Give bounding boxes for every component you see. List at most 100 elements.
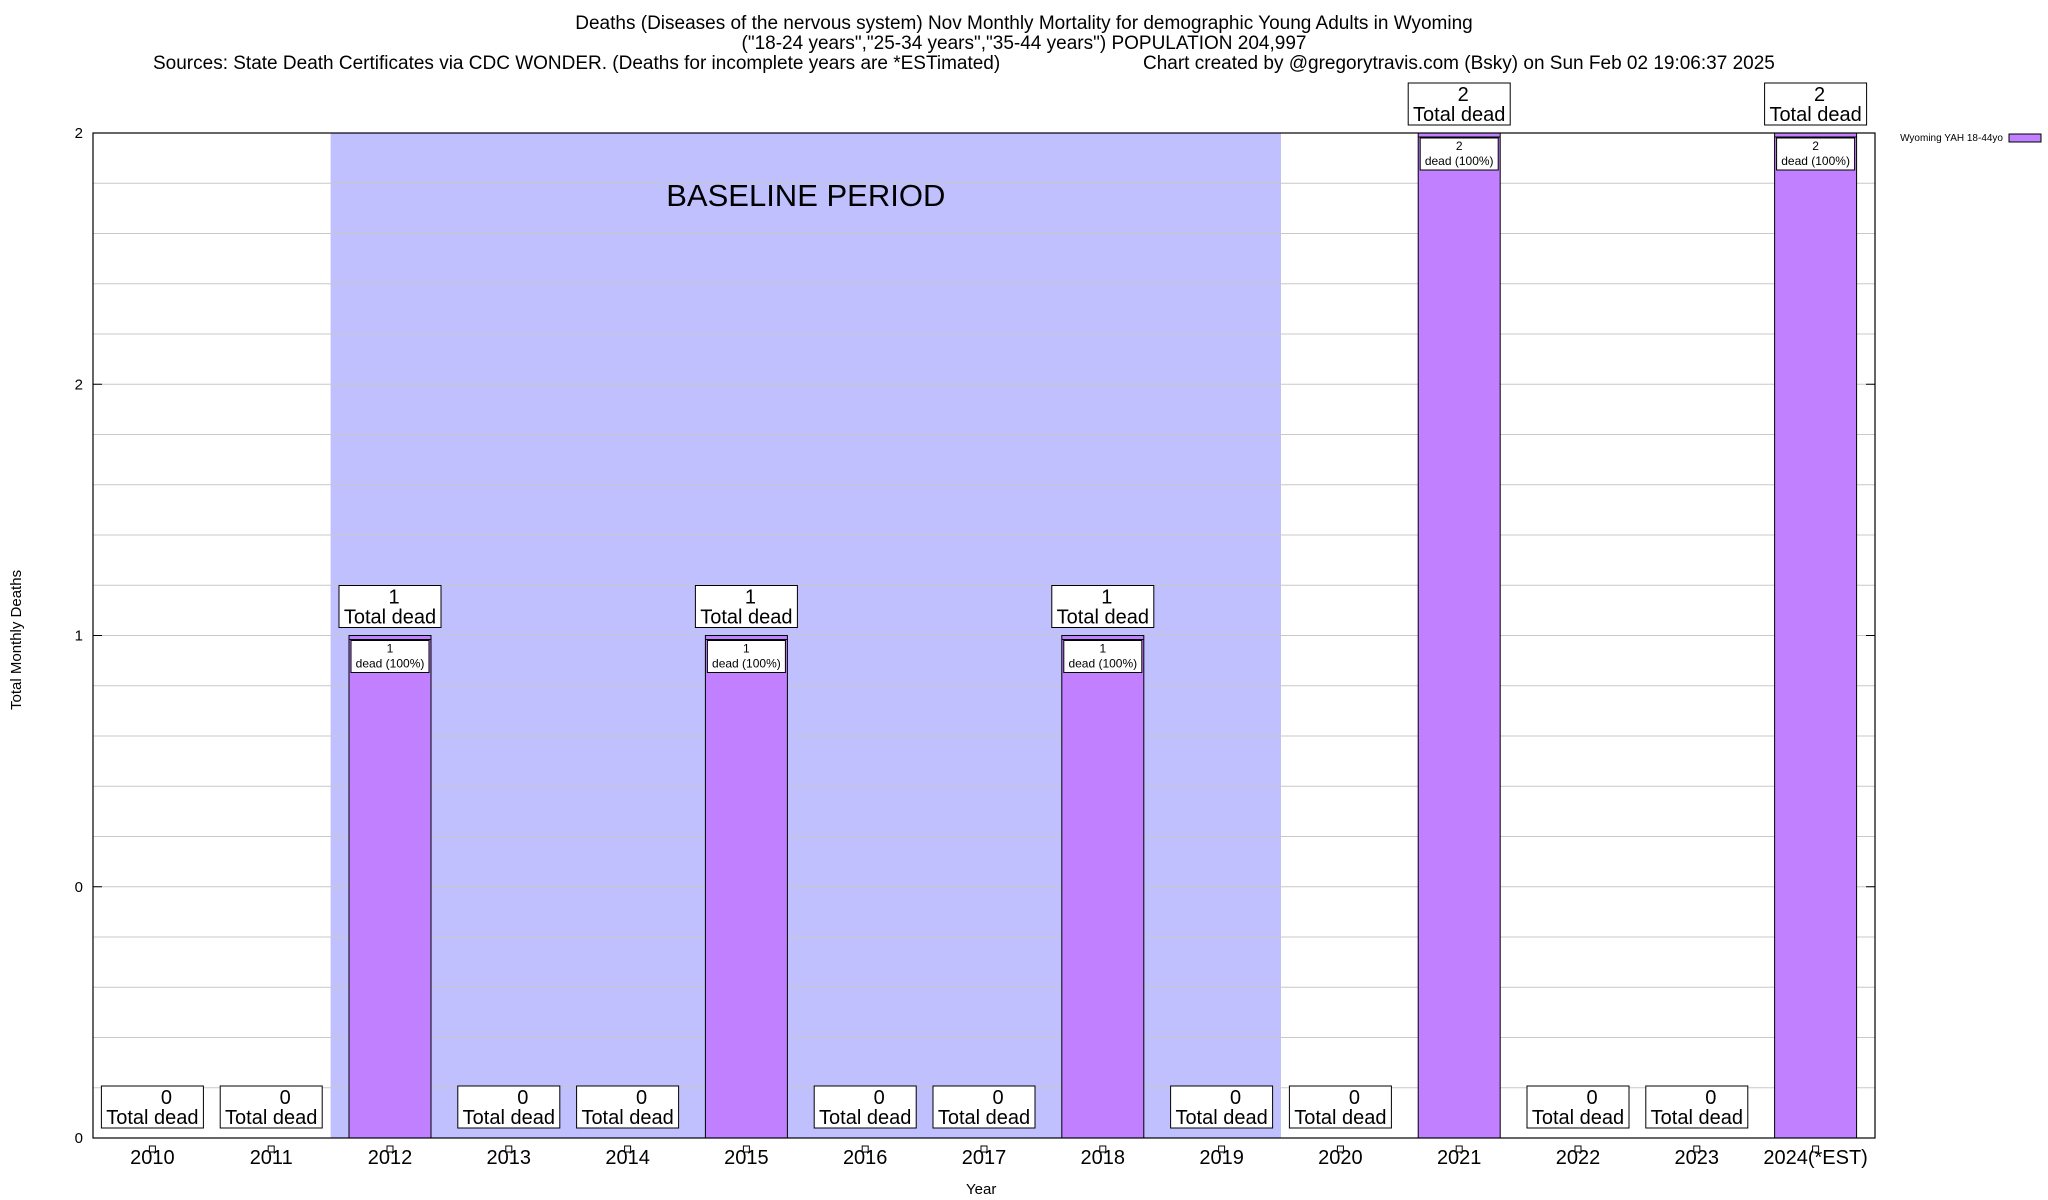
total-value: 0 <box>1705 1087 1716 1109</box>
legend-label: Wyoming YAH 18-44yo <box>1900 133 2003 144</box>
total-label-box <box>338 585 442 628</box>
x-tick-mark <box>1574 1145 1582 1153</box>
total-value: 0 <box>1586 1087 1597 1109</box>
x-tick-label: 2021 <box>1437 1147 1482 1169</box>
total-label: Total dead <box>1413 104 1505 126</box>
segment-label-box <box>1063 640 1143 673</box>
x-tick-label: 2012 <box>368 1147 413 1169</box>
segment-value: 1 <box>743 642 750 656</box>
segment-label: dead (100%) <box>1068 657 1137 671</box>
total-label: Total dead <box>1769 104 1861 126</box>
total-value: 2 <box>1814 84 1825 106</box>
total-label: Total dead <box>1651 1107 1743 1129</box>
x-tick-label: 2018 <box>1081 1147 1126 1169</box>
chart-sources: Sources: State Death Certificates via CD… <box>153 53 1001 74</box>
total-value: 0 <box>1349 1087 1360 1109</box>
segment-value: 2 <box>1456 139 1463 153</box>
x-tick-label: 2017 <box>962 1147 1007 1169</box>
total-label: Total dead <box>463 1107 555 1129</box>
total-label: Total dead <box>938 1107 1030 1129</box>
total-value: 1 <box>388 587 399 609</box>
x-tick-mark <box>1099 1145 1107 1153</box>
x-tick-label: 2015 <box>724 1147 769 1169</box>
segment-label-box <box>1419 137 1499 171</box>
total-label: Total dead <box>1057 607 1149 629</box>
total-label: Total dead <box>1294 1107 1386 1129</box>
segment-label-box <box>706 640 786 673</box>
total-value: 2 <box>1458 84 1469 106</box>
segment-label: dead (100%) <box>356 657 425 671</box>
total-label-box <box>1645 1085 1749 1129</box>
total-label: Total dead <box>1532 1107 1624 1129</box>
x-tick-mark <box>742 1145 750 1153</box>
total-label-box <box>1764 82 1868 126</box>
total-label-box <box>1051 585 1155 628</box>
x-tick-label: 2011 <box>250 1147 293 1169</box>
x-tick-mark <box>980 1145 988 1153</box>
x-tick-label: 2013 <box>487 1147 532 1169</box>
total-label: Total dead <box>344 607 436 629</box>
legend-swatch <box>2008 133 2042 143</box>
total-value: 1 <box>745 587 756 609</box>
segment-value: 2 <box>1812 139 1819 153</box>
chart-subtitle: ("18-24 years","25-34 years","35-44 year… <box>741 33 1307 54</box>
total-label-box <box>457 1085 561 1129</box>
x-tick-label: 2019 <box>1199 1147 1244 1169</box>
total-value: 0 <box>874 1087 885 1109</box>
x-tick-mark <box>505 1145 513 1153</box>
baseline-label: BASELINE PERIOD <box>666 178 945 213</box>
total-label: Total dead <box>819 1107 911 1129</box>
total-value: 0 <box>1230 1087 1241 1109</box>
total-value: 0 <box>517 1087 528 1109</box>
total-label-box <box>1526 1085 1630 1129</box>
total-label-box <box>694 585 798 628</box>
x-tick-label: 2024(*EST) <box>1763 1147 1868 1169</box>
x-tick-label: 2022 <box>1556 1147 1601 1169</box>
segment-value: 1 <box>1099 642 1106 656</box>
segment-value: 1 <box>387 642 394 656</box>
x-tick-mark <box>267 1145 275 1153</box>
x-tick-mark <box>386 1145 394 1153</box>
total-label-box <box>576 1085 680 1129</box>
x-tick-label: 2016 <box>843 1147 888 1169</box>
segment-label: dead (100%) <box>1425 154 1494 168</box>
x-tick-label: 2020 <box>1318 1147 1363 1169</box>
total-value: 0 <box>992 1087 1003 1109</box>
x-axis-label: Year <box>966 1181 997 1198</box>
segment-label: dead (100%) <box>1781 154 1850 168</box>
total-value: 1 <box>1101 587 1112 609</box>
y-tick-label: 0 <box>75 879 83 896</box>
total-label: Total dead <box>106 1107 198 1129</box>
chart-title: Deaths (Diseases of the nervous system) … <box>575 13 1473 34</box>
total-value: 0 <box>280 1087 291 1109</box>
total-label: Total dead <box>225 1107 317 1129</box>
total-label-box <box>1288 1085 1392 1129</box>
total-label: Total dead <box>700 607 792 629</box>
x-tick-mark <box>1218 1145 1226 1153</box>
bar <box>1417 132 1501 1139</box>
segment-label: dead (100%) <box>712 657 781 671</box>
x-tick-label: 2023 <box>1675 1147 1720 1169</box>
x-tick-mark <box>148 1145 156 1153</box>
x-tick-label: 2014 <box>605 1147 650 1169</box>
y-tick-label: 2 <box>75 125 83 142</box>
chart-credit: Chart created by @gregorytravis.com (Bsk… <box>1143 53 1775 74</box>
total-label-box <box>219 1085 323 1129</box>
y-tick-label: 2 <box>75 376 83 393</box>
total-label-box <box>100 1085 204 1129</box>
bar <box>1774 132 1858 1139</box>
segment-label-box <box>1776 137 1856 171</box>
total-value: 0 <box>636 1087 647 1109</box>
total-label-box <box>1407 82 1511 126</box>
segment-label-box <box>350 640 430 673</box>
total-label: Total dead <box>1175 1107 1267 1129</box>
y-axis-label: Total Monthly Deaths <box>8 569 25 710</box>
total-value: 0 <box>161 1087 172 1109</box>
total-label: Total dead <box>581 1107 673 1129</box>
bar <box>704 635 788 1139</box>
total-label-box <box>1170 1085 1274 1129</box>
x-tick-label: 2010 <box>130 1147 175 1169</box>
y-tick-label: 1 <box>75 628 83 645</box>
plot-frame <box>92 132 1876 1139</box>
